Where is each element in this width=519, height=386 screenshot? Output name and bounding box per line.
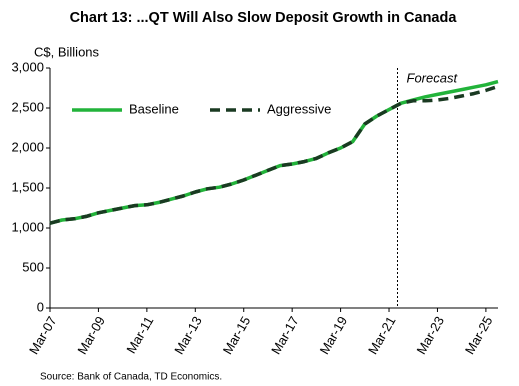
x-tick-label: Mar-21 (365, 314, 399, 357)
y-tick-label: 3,000 (11, 59, 44, 74)
chart-title: Chart 13: ...QT Will Also Slow Deposit G… (70, 10, 458, 26)
y-tick-label: 0 (37, 299, 44, 314)
annotation: Forecast (407, 70, 459, 85)
y-axis-label: C$, Billions (34, 44, 100, 59)
y-tick-label: 1,000 (11, 219, 44, 234)
legend-label: Aggressive (267, 101, 331, 116)
x-tick-label: Mar-23 (413, 314, 447, 357)
y-tick-label: 2,000 (11, 139, 44, 154)
data-line (49, 84, 499, 225)
y-tick-label: 1,500 (11, 179, 44, 194)
x-tick-label: Mar-07 (26, 314, 60, 357)
x-tick-label: Mar-25 (462, 314, 496, 357)
x-tick-label: Mar-17 (268, 314, 302, 357)
x-tick-label: Mar-09 (74, 314, 108, 357)
x-tick-label: Mar-15 (220, 314, 254, 357)
legend-label: Baseline (129, 101, 179, 116)
y-tick-label: 2,500 (11, 99, 44, 114)
x-tick-label: Mar-11 (123, 314, 156, 356)
y-tick-label: 500 (22, 259, 44, 274)
x-tick-label: Mar-19 (317, 314, 351, 357)
x-tick-label: Mar-13 (171, 314, 205, 357)
source: Source: Bank of Canada, TD Economics. (40, 372, 222, 383)
